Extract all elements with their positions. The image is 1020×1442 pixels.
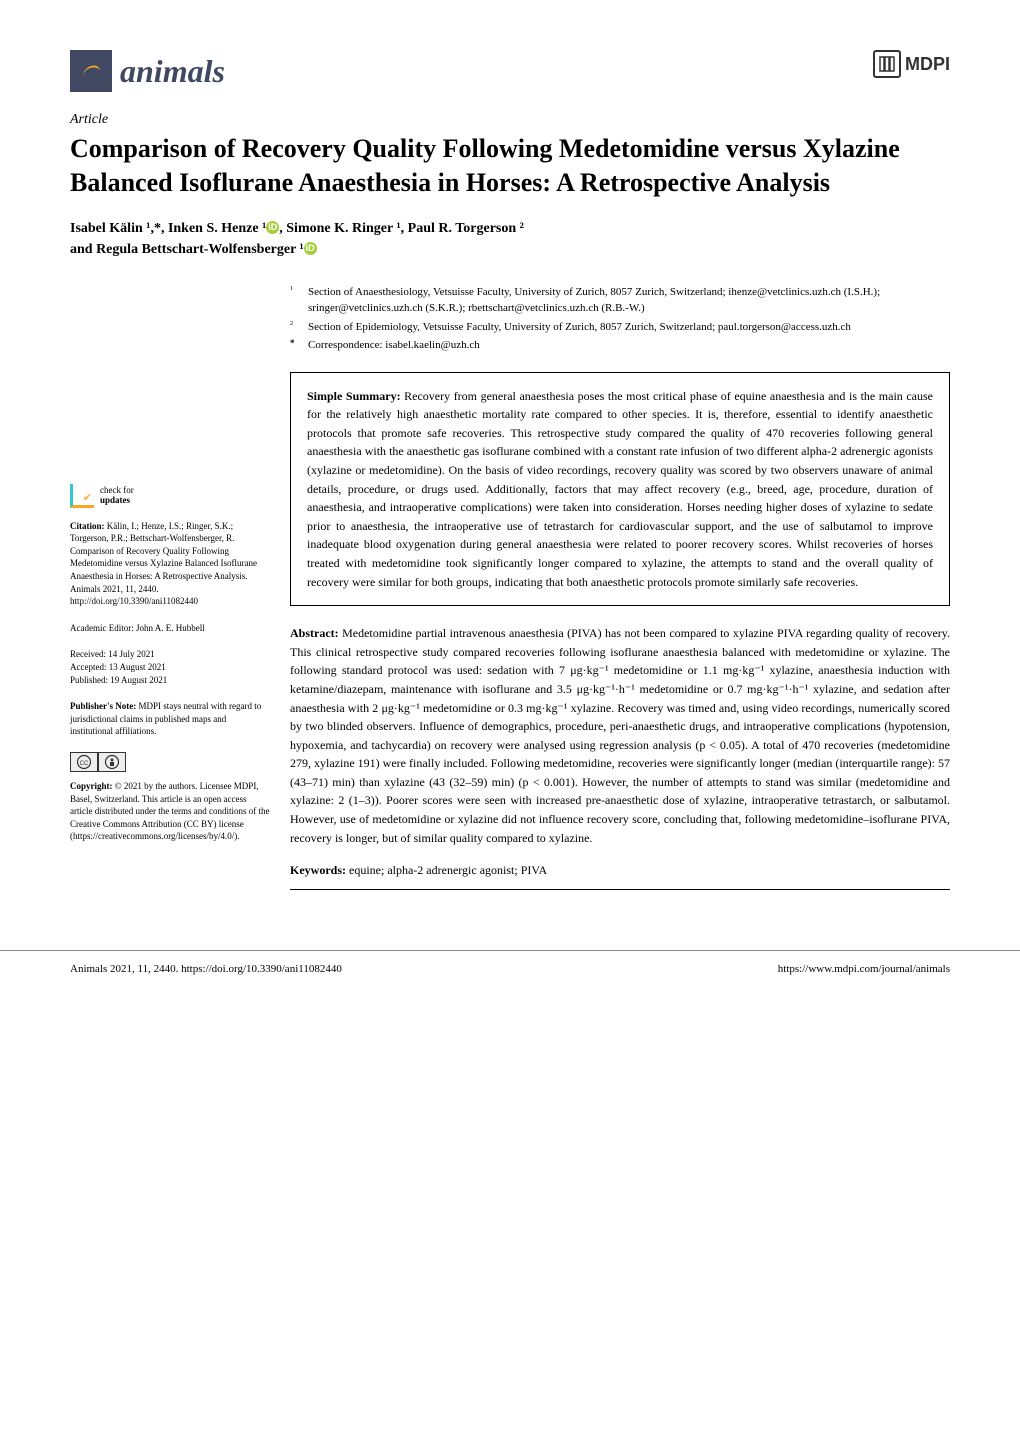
publisher-name: MDPI xyxy=(905,54,950,75)
page-title: Comparison of Recovery Quality Following… xyxy=(70,132,950,200)
footer-right: https://www.mdpi.com/journal/animals xyxy=(778,963,950,975)
citation-text: Kälin, I.; Henze, I.S.; Ringer, S.K.; To… xyxy=(70,521,257,607)
divider xyxy=(290,889,950,890)
aff-num: 2 xyxy=(290,320,293,327)
received-label: Received: xyxy=(70,649,106,659)
citation-label: Citation: xyxy=(70,521,105,531)
simple-summary-box: Simple Summary: Recovery from general an… xyxy=(290,372,950,607)
citation-box: Citation: Kälin, I.; Henze, I.S.; Ringer… xyxy=(70,520,270,608)
keywords-text: equine; alpha-2 adrenergic agonist; PIVA xyxy=(346,863,547,877)
authors: Isabel Kälin ¹,*, Inken S. Henze ¹iD, Si… xyxy=(70,218,950,260)
abstract-label: Abstract: xyxy=(290,626,339,640)
accepted-label: Accepted: xyxy=(70,662,106,672)
license-badges: CC xyxy=(70,752,270,772)
dates: Received: 14 July 2021 Accepted: 13 Augu… xyxy=(70,648,270,686)
academic-editor: Academic Editor: John A. E. Hubbell xyxy=(70,622,270,635)
published-date: 19 August 2021 xyxy=(108,675,167,685)
aff-text: Section of Anaesthesiology, Vetsuisse Fa… xyxy=(308,284,950,317)
cc-icon: CC xyxy=(70,752,98,772)
by-icon xyxy=(98,752,126,772)
orcid-icon: iD xyxy=(304,242,317,255)
aff-num: * xyxy=(290,338,295,348)
abstract: Abstract: Medetomidine partial intraveno… xyxy=(290,624,950,847)
footer-left: Animals 2021, 11, 2440. https://doi.org/… xyxy=(70,963,342,975)
publisher-note-label: Publisher's Note: xyxy=(70,701,136,711)
svg-text:CC: CC xyxy=(80,761,89,767)
publisher-note: Publisher's Note: MDPI stays neutral wit… xyxy=(70,700,270,738)
keywords-label: Keywords: xyxy=(290,863,346,877)
journal-logo: animals xyxy=(70,50,225,92)
editor-label: Academic Editor: xyxy=(70,623,134,633)
received-date: 14 July 2021 xyxy=(106,649,155,659)
aff-text: Correspondence: isabel.kaelin@uzh.ch xyxy=(308,337,950,354)
journal-name: animals xyxy=(120,53,225,90)
copyright: Copyright: © 2021 by the authors. Licens… xyxy=(70,780,270,843)
check-updates-badge[interactable]: check forupdates xyxy=(70,484,270,508)
copyright-label: Copyright: xyxy=(70,781,113,791)
check-updates-text: check forupdates xyxy=(100,486,134,506)
publisher-logo: MDPI xyxy=(873,50,950,78)
footer: Animals 2021, 11, 2440. https://doi.org/… xyxy=(0,950,1020,1005)
accepted-date: 13 August 2021 xyxy=(106,662,165,672)
mdpi-icon xyxy=(873,50,901,78)
summary-text: Recovery from general anaesthesia poses … xyxy=(307,389,933,589)
aff-num: 1 xyxy=(290,285,293,292)
article-type: Article xyxy=(70,112,950,128)
orcid-icon: iD xyxy=(266,221,279,234)
published-label: Published: xyxy=(70,675,108,685)
keywords: Keywords: equine; alpha-2 adrenergic ago… xyxy=(290,861,950,890)
author-segment: , Simone K. Ringer ¹, Paul R. Torgerson … xyxy=(279,221,524,236)
author-segment: and Regula Bettschart-Wolfensberger ¹ xyxy=(70,242,304,257)
editor-name: John A. E. Hubbell xyxy=(134,623,205,633)
aff-text: Section of Epidemiology, Vetsuisse Facul… xyxy=(308,319,950,336)
check-updates-icon xyxy=(70,484,94,508)
affiliations: 1 Section of Anaesthesiology, Vetsuisse … xyxy=(290,284,950,354)
author-segment: Isabel Kälin ¹,*, Inken S. Henze ¹ xyxy=(70,221,266,236)
journal-icon xyxy=(70,50,112,92)
abstract-text: Medetomidine partial intravenous anaesth… xyxy=(290,626,950,845)
summary-label: Simple Summary: xyxy=(307,389,401,403)
